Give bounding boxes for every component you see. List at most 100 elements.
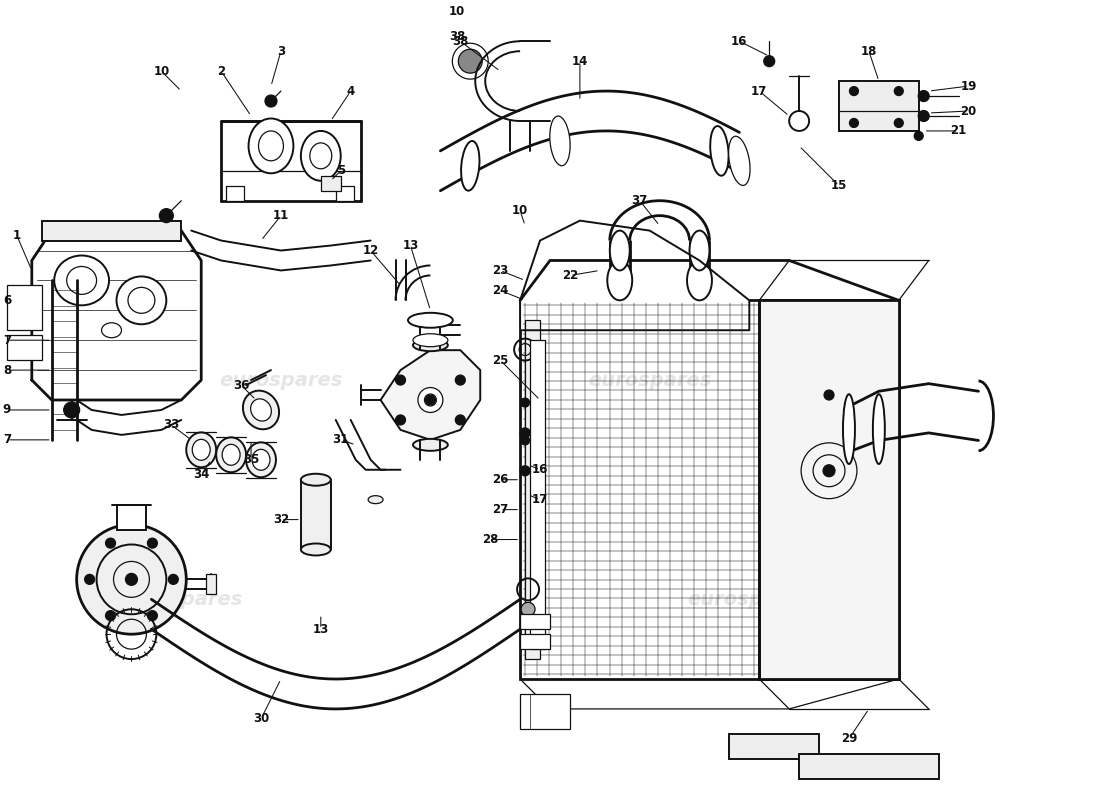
Ellipse shape — [252, 450, 270, 470]
Bar — [321, 176, 341, 190]
Text: 27: 27 — [492, 503, 508, 516]
Text: 38: 38 — [449, 30, 465, 42]
Text: 17: 17 — [532, 493, 548, 506]
Text: 36: 36 — [233, 378, 250, 391]
Text: eurospares: eurospares — [219, 370, 342, 390]
Ellipse shape — [301, 474, 331, 486]
Text: 21: 21 — [950, 125, 967, 138]
Text: 33: 33 — [163, 418, 179, 431]
Text: 19: 19 — [960, 79, 977, 93]
Text: eurospares: eurospares — [120, 590, 243, 609]
Circle shape — [894, 86, 903, 95]
Text: 13: 13 — [403, 239, 419, 252]
Ellipse shape — [418, 387, 443, 413]
Ellipse shape — [412, 339, 448, 351]
Ellipse shape — [843, 394, 855, 464]
Ellipse shape — [425, 394, 437, 406]
Text: 10: 10 — [449, 5, 465, 18]
Ellipse shape — [461, 141, 480, 190]
Circle shape — [85, 574, 95, 584]
Text: 25: 25 — [492, 354, 508, 366]
Text: 17: 17 — [751, 85, 768, 98]
Polygon shape — [32, 230, 201, 400]
Circle shape — [77, 525, 186, 634]
Text: 35: 35 — [243, 454, 260, 466]
Text: 14: 14 — [572, 54, 588, 68]
Ellipse shape — [873, 394, 884, 464]
Text: 15: 15 — [830, 179, 847, 192]
Bar — [206, 574, 217, 594]
Text: 24: 24 — [492, 284, 508, 297]
Circle shape — [160, 209, 174, 222]
Bar — [117, 505, 146, 530]
Text: 16: 16 — [732, 34, 748, 48]
Ellipse shape — [128, 287, 155, 314]
Ellipse shape — [550, 116, 570, 166]
Bar — [799, 754, 938, 778]
Bar — [520, 614, 550, 630]
Text: 8: 8 — [3, 364, 11, 377]
Text: 7: 7 — [3, 434, 11, 446]
Circle shape — [455, 375, 465, 385]
Circle shape — [520, 398, 529, 407]
Ellipse shape — [301, 543, 331, 555]
Bar — [42, 221, 182, 241]
Text: 1: 1 — [13, 229, 21, 242]
Ellipse shape — [249, 118, 294, 174]
Circle shape — [520, 466, 530, 476]
Circle shape — [824, 390, 834, 400]
Ellipse shape — [711, 126, 728, 176]
Text: 22: 22 — [562, 269, 579, 282]
Text: 4: 4 — [346, 85, 355, 98]
Bar — [336, 186, 354, 201]
Ellipse shape — [728, 136, 750, 186]
Text: 7: 7 — [3, 334, 11, 346]
Text: 29: 29 — [840, 732, 857, 746]
Ellipse shape — [217, 438, 246, 472]
Text: 38: 38 — [452, 34, 469, 48]
Text: 5: 5 — [337, 164, 345, 178]
Ellipse shape — [251, 399, 272, 421]
Bar — [530, 340, 544, 649]
Circle shape — [849, 118, 858, 127]
Ellipse shape — [246, 442, 276, 478]
Text: 34: 34 — [192, 468, 209, 482]
Circle shape — [147, 538, 157, 548]
Bar — [520, 634, 550, 649]
Text: 37: 37 — [631, 194, 648, 207]
Circle shape — [459, 50, 482, 73]
Text: eurospares: eurospares — [588, 370, 712, 390]
Bar — [520, 300, 899, 679]
Circle shape — [520, 436, 529, 445]
Text: 11: 11 — [273, 209, 289, 222]
Text: eurospares: eurospares — [688, 590, 811, 609]
Ellipse shape — [690, 230, 710, 270]
Circle shape — [168, 574, 178, 584]
Ellipse shape — [609, 230, 629, 270]
Circle shape — [265, 95, 277, 107]
Ellipse shape — [607, 261, 632, 300]
Text: 2: 2 — [217, 65, 226, 78]
Bar — [729, 734, 820, 758]
Ellipse shape — [101, 322, 121, 338]
Ellipse shape — [258, 131, 284, 161]
Text: 31: 31 — [332, 434, 349, 446]
Bar — [839, 81, 918, 131]
Circle shape — [64, 402, 79, 418]
Circle shape — [125, 574, 138, 586]
Ellipse shape — [67, 266, 97, 294]
Circle shape — [147, 610, 157, 621]
Text: 6: 6 — [3, 294, 11, 307]
Ellipse shape — [412, 439, 448, 451]
Ellipse shape — [243, 390, 279, 430]
Bar — [525, 320, 540, 659]
Circle shape — [918, 110, 930, 122]
Ellipse shape — [408, 313, 453, 328]
Ellipse shape — [412, 334, 448, 346]
Circle shape — [849, 86, 858, 95]
Ellipse shape — [192, 439, 210, 460]
Bar — [520, 694, 570, 729]
Bar — [301, 480, 331, 550]
Bar — [7, 286, 42, 330]
Text: 32: 32 — [273, 513, 289, 526]
